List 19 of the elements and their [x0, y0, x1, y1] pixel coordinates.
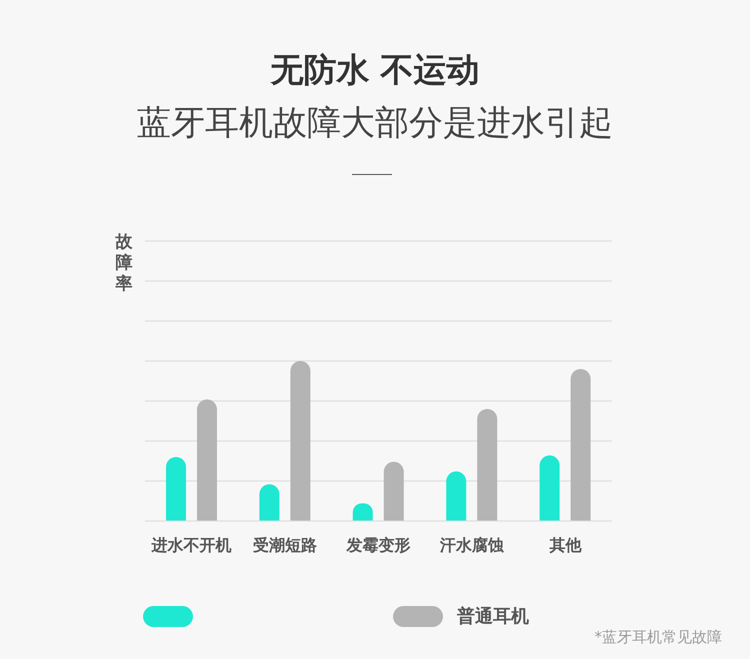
x-tick-label: 汗水腐蚀	[438, 535, 504, 554]
x-tick-label: 其他	[548, 535, 582, 554]
chart-title: 无防水 不运动	[269, 49, 481, 91]
bar	[259, 484, 280, 521]
bar	[446, 471, 466, 521]
x-tick-label: 受潮短路	[252, 535, 318, 554]
bar	[166, 457, 186, 521]
bar	[477, 409, 498, 521]
bar	[540, 455, 560, 521]
x-tick-label: 进水不开机	[150, 535, 232, 554]
bar	[197, 399, 217, 521]
bar	[570, 369, 591, 521]
bar	[290, 361, 310, 521]
chart-subtitle: 蓝牙耳机故障大部分是进水引起	[136, 102, 614, 145]
legend-label: 普通耳机	[457, 605, 529, 628]
x-tick-label: 发霉变形	[346, 535, 410, 554]
text: *蓝牙耳机常见故障	[594, 628, 722, 647]
bar	[384, 462, 404, 521]
y-axis-title: 故障率	[114, 232, 134, 295]
